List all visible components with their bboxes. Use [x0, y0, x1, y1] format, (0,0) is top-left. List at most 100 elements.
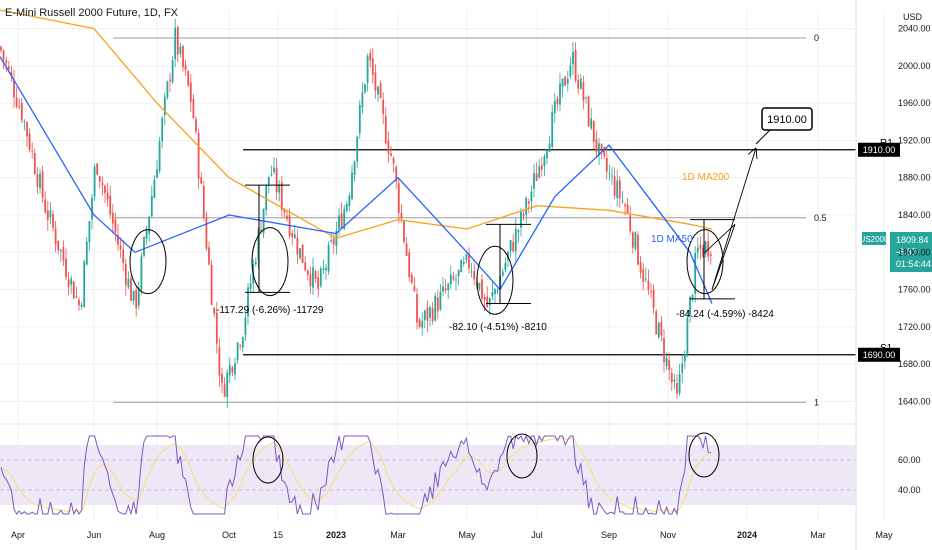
candle-body: [561, 78, 564, 88]
price-tick-label: 1760.00: [898, 285, 931, 295]
drawings: 1910.00 1D MA200 1D MA50 -117.29 (-6.26%) -…: [129, 107, 932, 333]
candle-body: [39, 173, 41, 188]
candle-body: [483, 296, 486, 301]
level-price: 1910.00: [863, 145, 896, 155]
candle-body: [59, 249, 62, 251]
candle-body: [210, 264, 213, 305]
candle-body: [535, 173, 538, 181]
candle-body: [91, 197, 93, 220]
candle-body: [356, 136, 359, 162]
candle-body: [681, 363, 684, 374]
candle-body: [564, 76, 567, 86]
candle-body: [486, 296, 489, 307]
time-tick-label: May: [458, 530, 476, 540]
currency-label[interactable]: USD: [903, 12, 923, 22]
candle-body: [137, 287, 140, 306]
candle-body: [96, 163, 99, 175]
candle-body: [369, 53, 372, 61]
fib-label: 0.5: [814, 213, 827, 223]
candle-body: [10, 71, 13, 77]
candle-body: [319, 268, 322, 286]
candle-body: [577, 79, 580, 89]
candle-body: [683, 354, 686, 362]
candle-body: [132, 290, 135, 301]
candle-body: [88, 221, 91, 243]
candle-body: [491, 291, 494, 297]
circle-drawing: [686, 229, 724, 295]
candle-body: [624, 204, 626, 207]
candle-body: [322, 268, 325, 271]
candle-body: [543, 156, 546, 167]
candle-body: [626, 204, 629, 213]
candle-body: [158, 141, 161, 171]
candle-body: [130, 278, 132, 301]
annotation-label: -117.29 (-6.26%) -11729: [216, 305, 324, 316]
level-price: 1690.00: [863, 350, 896, 360]
candle-body: [512, 241, 515, 252]
candle-body: [312, 267, 314, 288]
symbol-title[interactable]: E-Mini Russell 2000 Future, 1D, FX: [5, 7, 179, 19]
candle-body: [205, 217, 208, 249]
candle-body: [504, 263, 507, 271]
candle-body: [405, 243, 408, 256]
arrow-head: [747, 147, 758, 160]
fib-label: 1: [814, 397, 819, 407]
candle-body: [598, 143, 600, 155]
moving-averages: [0, 9, 713, 304]
rsi-tick-label: 40.00: [898, 485, 921, 495]
candle-body: [457, 269, 460, 277]
candle-body: [80, 304, 83, 307]
candle-body: [676, 382, 678, 394]
candle-body: [244, 317, 247, 336]
candle-body: [647, 280, 650, 290]
grid: [0, 10, 885, 520]
candle-body: [566, 79, 569, 84]
candle-body: [621, 200, 624, 202]
level-price-tag: [858, 142, 900, 157]
annotation-label: 1D MA50: [651, 234, 693, 245]
time-tick-label: 2024: [737, 530, 757, 540]
time-tick-label: Aug: [149, 530, 165, 540]
candle-body: [444, 288, 447, 291]
candle-body: [605, 158, 608, 172]
price-tick-label: 1840.00: [898, 210, 931, 220]
candle-body: [603, 147, 606, 157]
candle-body: [36, 174, 39, 187]
candle-body: [390, 153, 392, 156]
candle-body: [241, 337, 244, 348]
candle-body: [317, 277, 320, 289]
candle-body: [85, 241, 88, 265]
candle-body: [197, 132, 200, 179]
candle-body: [54, 228, 57, 245]
price-tick-label: 1880.00: [898, 173, 931, 183]
candle-body: [291, 232, 294, 238]
candle-body: [283, 209, 286, 213]
candle-body: [639, 261, 642, 273]
candle-body: [595, 139, 598, 152]
candle-body: [436, 297, 439, 312]
candle-body: [345, 203, 348, 211]
candle-body: [634, 232, 637, 250]
candle-body: [239, 345, 242, 347]
candle-body: [41, 171, 44, 198]
candle-body: [468, 253, 470, 269]
candle-body: [306, 270, 309, 275]
time-tick-label: Oct: [222, 530, 237, 540]
candle-body: [546, 150, 548, 159]
candle-body: [340, 213, 343, 229]
candle-body: [569, 65, 572, 77]
candle-body: [33, 153, 36, 174]
candle-body: [83, 261, 86, 308]
circle-drawing: [476, 245, 514, 315]
price-tick-label: 1640.00: [898, 396, 931, 406]
candle-body: [556, 98, 559, 105]
candle-body: [470, 271, 473, 273]
candle-body: [473, 271, 476, 280]
candle-body: [343, 208, 346, 229]
candle-body: [629, 215, 632, 232]
candle-body: [429, 307, 431, 318]
candle-body: [234, 363, 236, 375]
candle-body: [184, 65, 187, 71]
candle-body: [696, 247, 699, 253]
